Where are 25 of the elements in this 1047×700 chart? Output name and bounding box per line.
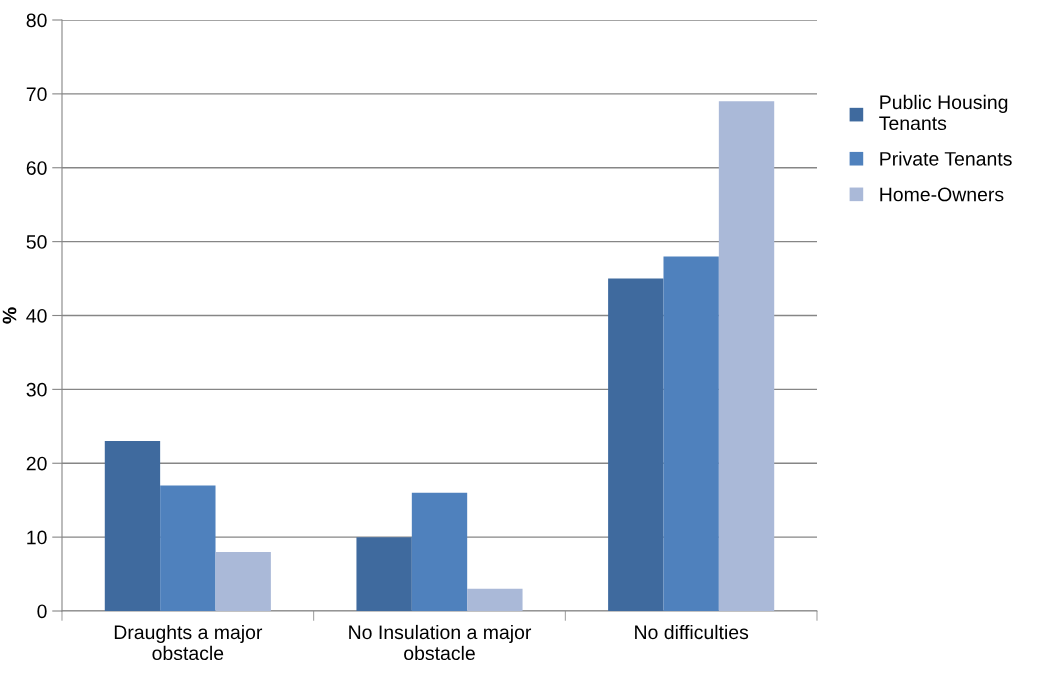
- y-tick-label: 80: [26, 13, 47, 28]
- y-tick-label: 0: [37, 604, 47, 619]
- bar: [411, 492, 468, 611]
- bar: [718, 101, 775, 611]
- legend-label: Private Tenants: [880, 151, 1012, 166]
- y-tick-label: 60: [26, 161, 47, 175]
- y-axis-title: %: [2, 307, 17, 324]
- bar: [663, 256, 719, 611]
- x-tick-label: No difficulties: [635, 624, 749, 640]
- y-tick-label: 30: [26, 382, 47, 397]
- legend-label: Home-Owners: [880, 187, 1004, 202]
- legend-label: Public Housing Tenants: [879, 94, 1008, 131]
- bar: [608, 278, 664, 611]
- bar: [104, 441, 161, 611]
- y-tick-label: 10: [27, 530, 47, 545]
- bar: [467, 588, 523, 611]
- y-tick-label: 70: [26, 87, 47, 102]
- y-tick-label: 50: [26, 235, 47, 249]
- bar: [356, 537, 412, 611]
- x-tick-label: No Insulation a major obstacle: [349, 624, 532, 661]
- bar: [160, 485, 216, 611]
- x-tick-label: Draughts a major obstacle: [114, 624, 263, 661]
- y-tick-label: 40: [26, 308, 47, 323]
- y-tick-label: 20: [26, 456, 47, 471]
- bar: [215, 551, 271, 611]
